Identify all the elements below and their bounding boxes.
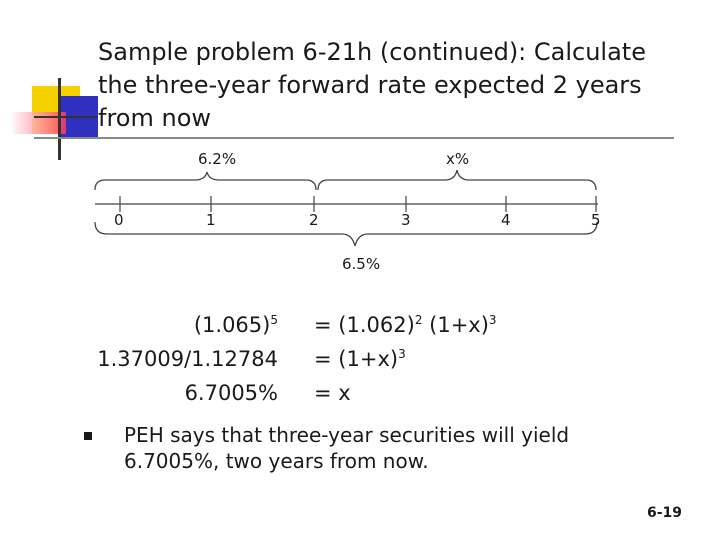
equation-row-3-right: = x xyxy=(314,381,351,405)
tick-label-1: 1 xyxy=(206,211,216,229)
tick-label-2: 2 xyxy=(309,211,319,229)
tick-label-4: 4 xyxy=(501,211,511,229)
rate-label-6-5: 6.5% xyxy=(342,255,381,273)
brace-0-5 xyxy=(94,221,598,247)
rate-label-x: x% xyxy=(446,150,470,168)
bullet-marker xyxy=(84,432,92,440)
rate-label-6-2: 6.2% xyxy=(198,150,237,168)
title-line-3: from now xyxy=(98,104,212,132)
title-line-2: the three-year forward rate expected 2 y… xyxy=(98,71,642,99)
tick-label-5: 5 xyxy=(591,211,601,229)
tick-label-3: 3 xyxy=(401,211,411,229)
page-number: 6-19 xyxy=(646,505,682,521)
equation-row-1-right: = (1.062)2 (1+x)3 xyxy=(314,313,497,337)
tick-marks xyxy=(119,196,597,212)
bullet-text: PEH says that three-year securities will… xyxy=(124,423,570,473)
title-line-1: Sample problem 6-21h (continued): Calcul… xyxy=(98,38,646,66)
slide-title: Sample problem 6-21h (continued): Calcul… xyxy=(98,36,698,135)
equation-row-3-left: 6.7005% xyxy=(184,381,278,405)
brace-2-5 xyxy=(317,169,597,191)
equation-row-1-left: (1.065)5 xyxy=(193,313,278,337)
tick-label-0: 0 xyxy=(114,211,124,229)
equation-row-2-left: 1.37009/1.12784 xyxy=(97,347,278,371)
brace-0-2 xyxy=(94,171,317,191)
equation-row-2-right: = (1+x)3 xyxy=(314,347,406,371)
title-divider xyxy=(34,137,674,139)
